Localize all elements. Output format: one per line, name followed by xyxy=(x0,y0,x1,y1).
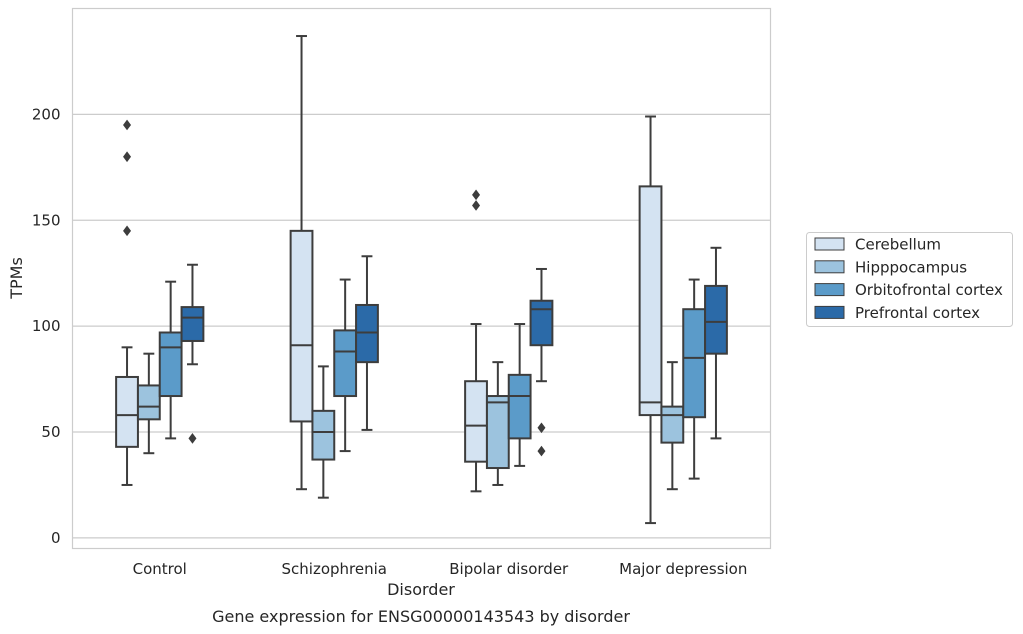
box-prefrontal-cortex xyxy=(180,263,205,444)
legend-swatch xyxy=(814,237,845,251)
box-orbitofrontal-cortex xyxy=(158,280,183,440)
box-orbitofrontal-cortex xyxy=(507,323,532,467)
box-iqr xyxy=(333,329,358,398)
boxes xyxy=(115,35,728,525)
outlier-point xyxy=(472,200,481,211)
chart-caption: Gene expression for ENSG00000143543 by d… xyxy=(212,607,630,626)
box-cerebellum xyxy=(638,115,663,525)
box-iqr xyxy=(289,229,314,423)
x-axis-label: Disorder xyxy=(387,580,455,599)
legend-label: Hipppocampus xyxy=(855,258,967,276)
box-hipppocampus xyxy=(660,361,685,491)
box-iqr xyxy=(507,373,532,440)
y-tick-label: 200 xyxy=(32,105,61,123)
box-hipppocampus xyxy=(311,365,336,499)
box-iqr xyxy=(136,384,161,421)
box-cerebellum xyxy=(115,119,139,486)
outlier-point xyxy=(123,225,132,237)
x-axis-ticks: Control Schizophrenia Bipolar disorder Majo… xyxy=(133,560,748,578)
x-tick-label: Schizophrenia xyxy=(282,560,387,578)
outlier-point xyxy=(188,433,197,444)
box-iqr xyxy=(158,331,183,398)
box-iqr xyxy=(529,299,554,347)
legend-label: Cerebellum xyxy=(855,236,941,254)
plot-area-frame xyxy=(71,7,772,550)
box-cerebellum xyxy=(289,35,314,491)
y-tick-label: 50 xyxy=(41,423,60,441)
legend: Cerebellum Hipppocampus Orbitofrontal cort… xyxy=(806,232,1013,327)
legend-swatch xyxy=(814,305,845,319)
box-iqr xyxy=(682,308,707,419)
box-prefrontal-cortex xyxy=(355,255,379,431)
y-tick-label: 0 xyxy=(51,529,61,547)
y-tick-label: 150 xyxy=(32,211,61,229)
box-iqr xyxy=(115,375,139,448)
box-iqr xyxy=(485,395,510,470)
legend-label: Prefrontal cortex xyxy=(855,304,980,322)
box-iqr xyxy=(638,185,663,417)
legend-label: Orbitofrontal cortex xyxy=(855,281,1003,299)
box-prefrontal-cortex xyxy=(704,246,728,440)
x-tick-label: Control xyxy=(133,560,187,578)
outlier-point xyxy=(472,189,481,201)
legend-swatch xyxy=(814,260,845,274)
y-axis-label: TPMs xyxy=(7,257,26,300)
outlier-point xyxy=(537,445,546,457)
box-iqr xyxy=(180,306,205,342)
gridlines xyxy=(72,113,771,539)
box-iqr xyxy=(311,409,336,461)
legend-frame xyxy=(806,232,1013,327)
box-iqr xyxy=(355,303,379,364)
outlier-point xyxy=(123,151,132,163)
box-cerebellum xyxy=(464,189,488,493)
y-tick-label: 100 xyxy=(32,317,61,335)
outlier-point xyxy=(537,422,546,434)
outlier-point xyxy=(123,119,132,131)
box-orbitofrontal-cortex xyxy=(333,278,358,453)
x-tick-label: Bipolar disorder xyxy=(449,560,569,578)
box-hipppocampus xyxy=(136,352,161,455)
legend-swatch xyxy=(814,283,845,297)
box-orbitofrontal-cortex xyxy=(682,278,707,480)
box-prefrontal-cortex xyxy=(529,267,554,457)
box-hipppocampus xyxy=(485,361,510,486)
box-iqr xyxy=(704,284,728,355)
box-iqr xyxy=(464,380,488,463)
x-tick-label: Major depression xyxy=(619,560,747,578)
box-iqr xyxy=(660,405,685,444)
y-axis-ticks: 0 50 100 150 200 xyxy=(32,105,61,547)
